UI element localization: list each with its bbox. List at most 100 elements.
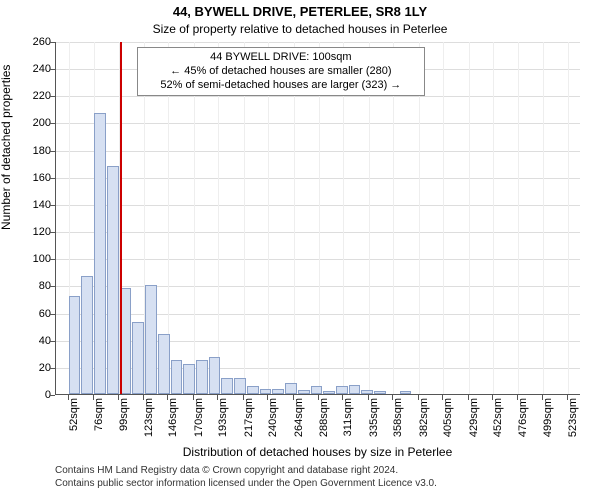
annotation-line-1: 44 BYWELL DRIVE: 100sqm [144,51,418,65]
x-axis-label: Distribution of detached houses by size … [55,445,580,459]
x-tick-label: 240sqm [267,398,279,438]
y-tick-label: 160 [11,172,51,184]
y-tick-mark [50,96,55,97]
annotation-box: 44 BYWELL DRIVE: 100sqm← 45% of detached… [137,47,425,96]
x-tick-label: 146sqm [167,398,179,438]
histogram-bar [158,334,170,394]
histogram-bar [221,378,233,394]
histogram-bar [183,364,195,394]
y-tick-label: 60 [11,308,51,320]
x-tick-label: 335sqm [368,398,380,438]
gridline-vertical [493,42,494,394]
y-tick-mark [50,151,55,152]
y-tick-label: 240 [11,63,51,75]
gridline-vertical [443,42,444,394]
gridline-horizontal [56,178,580,179]
y-tick-label: 120 [11,226,51,238]
histogram-bar [349,385,361,395]
y-tick-mark [50,205,55,206]
histogram-bar [94,113,106,394]
y-tick-label: 40 [11,335,51,347]
y-tick-mark [50,395,55,396]
histogram-bar [323,391,335,394]
x-tick-label: 52sqm [68,398,80,438]
y-tick-mark [50,42,55,43]
y-tick-mark [50,69,55,70]
chart-title: 44, BYWELL DRIVE, PETERLEE, SR8 1LY [0,4,600,19]
histogram-bar [298,390,310,394]
y-tick-label: 80 [11,280,51,292]
property-marker-line [120,42,122,394]
histogram-bar [247,386,259,394]
histogram-bar [260,389,272,394]
x-tick-label: 499sqm [542,398,554,438]
y-tick-mark [50,259,55,260]
y-tick-mark [50,314,55,315]
y-tick-label: 200 [11,117,51,129]
histogram-bar [285,383,297,394]
gridline-horizontal [56,205,580,206]
histogram-bar [336,386,348,394]
y-tick-label: 0 [11,389,51,401]
y-tick-mark [50,286,55,287]
x-tick-label: 358sqm [392,398,404,438]
chart-subtitle: Size of property relative to detached ho… [0,22,600,36]
gridline-horizontal [56,232,580,233]
x-tick-label: 288sqm [318,398,330,438]
x-tick-label: 193sqm [217,398,229,438]
x-tick-label: 311sqm [342,398,354,438]
gridline-vertical [543,42,544,394]
x-tick-label: 99sqm [118,398,130,438]
y-tick-label: 220 [11,90,51,102]
gridline-horizontal [56,42,580,43]
y-tick-label: 140 [11,199,51,211]
histogram-bar [374,391,386,394]
histogram-bar [145,285,157,394]
x-tick-label: 523sqm [567,398,579,438]
footer-line-2: Contains public sector information licen… [55,478,437,491]
histogram-bar [272,389,284,394]
histogram-bar [171,360,183,394]
histogram-bar [311,386,323,394]
chart-container: { "chart": { "type": "histogram", "title… [0,0,600,500]
footer-line-1: Contains HM Land Registry data © Crown c… [55,465,437,478]
chart-footer: Contains HM Land Registry data © Crown c… [55,465,437,490]
x-tick-label: 429sqm [468,398,480,438]
x-tick-label: 217sqm [243,398,255,438]
histogram-bar [234,378,246,394]
gridline-horizontal [56,123,580,124]
gridline-horizontal [56,96,580,97]
y-tick-mark [50,123,55,124]
gridline-vertical [568,42,569,394]
x-tick-label: 170sqm [193,398,205,438]
plot-area: 44 BYWELL DRIVE: 100sqm← 45% of detached… [55,42,580,395]
x-tick-label: 452sqm [492,398,504,438]
histogram-bar [196,360,208,394]
histogram-bar [69,296,81,394]
annotation-line-3: 52% of semi-detached houses are larger (… [144,79,418,93]
y-tick-label: 20 [11,362,51,374]
annotation-line-2: ← 45% of detached houses are smaller (28… [144,65,418,79]
histogram-bar [400,391,412,394]
gridline-horizontal [56,286,580,287]
x-tick-label: 76sqm [93,398,105,438]
gridline-vertical [469,42,470,394]
gridline-horizontal [56,151,580,152]
y-tick-label: 100 [11,253,51,265]
histogram-bar [361,390,373,394]
y-tick-mark [50,178,55,179]
y-tick-mark [50,232,55,233]
y-tick-label: 180 [11,145,51,157]
histogram-bar [132,322,144,394]
x-tick-label: 405sqm [442,398,454,438]
x-tick-label: 123sqm [143,398,155,438]
y-tick-mark [50,368,55,369]
gridline-horizontal [56,259,580,260]
y-tick-label: 260 [11,36,51,48]
histogram-bar [209,357,221,394]
gridline-horizontal [56,314,580,315]
gridline-vertical [518,42,519,394]
x-tick-label: 382sqm [418,398,430,438]
histogram-bar [81,276,93,394]
x-tick-label: 476sqm [517,398,529,438]
